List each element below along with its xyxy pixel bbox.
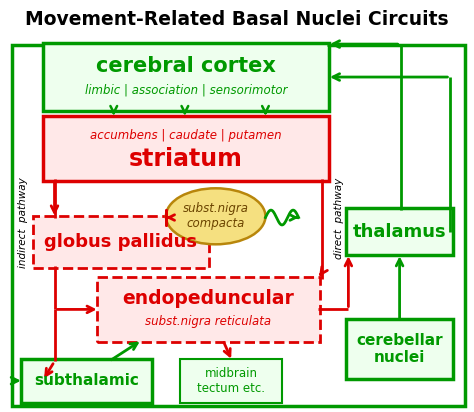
- FancyBboxPatch shape: [21, 359, 152, 403]
- Text: striatum: striatum: [129, 147, 243, 171]
- Text: subst.nigra
compacta: subst.nigra compacta: [182, 202, 249, 230]
- Text: indirect  pathway: indirect pathway: [18, 177, 28, 268]
- Text: accumbens | caudate | putamen: accumbens | caudate | putamen: [90, 129, 282, 142]
- FancyBboxPatch shape: [346, 208, 453, 255]
- Text: subst.nigra reticulata: subst.nigra reticulata: [146, 315, 272, 328]
- Ellipse shape: [166, 188, 265, 244]
- Bar: [12, 45, 465, 406]
- FancyBboxPatch shape: [33, 216, 209, 268]
- Text: subthalamic: subthalamic: [34, 373, 139, 389]
- Text: midbrain
tectum etc.: midbrain tectum etc.: [197, 367, 265, 395]
- FancyBboxPatch shape: [43, 43, 329, 111]
- Text: Movement-Related Basal Nuclei Circuits: Movement-Related Basal Nuclei Circuits: [25, 10, 449, 29]
- FancyBboxPatch shape: [43, 116, 329, 181]
- Text: cerebral cortex: cerebral cortex: [96, 56, 276, 76]
- Text: globus pallidus: globus pallidus: [45, 233, 197, 251]
- FancyBboxPatch shape: [97, 277, 320, 342]
- Text: thalamus: thalamus: [353, 223, 446, 241]
- Text: direct  pathway: direct pathway: [334, 178, 344, 259]
- Text: endopeduncular: endopeduncular: [123, 289, 294, 308]
- FancyBboxPatch shape: [180, 359, 282, 403]
- FancyBboxPatch shape: [346, 319, 453, 379]
- Text: limbic | association | sensorimotor: limbic | association | sensorimotor: [85, 84, 287, 97]
- Text: cerebellar
nuclei: cerebellar nuclei: [356, 333, 443, 365]
